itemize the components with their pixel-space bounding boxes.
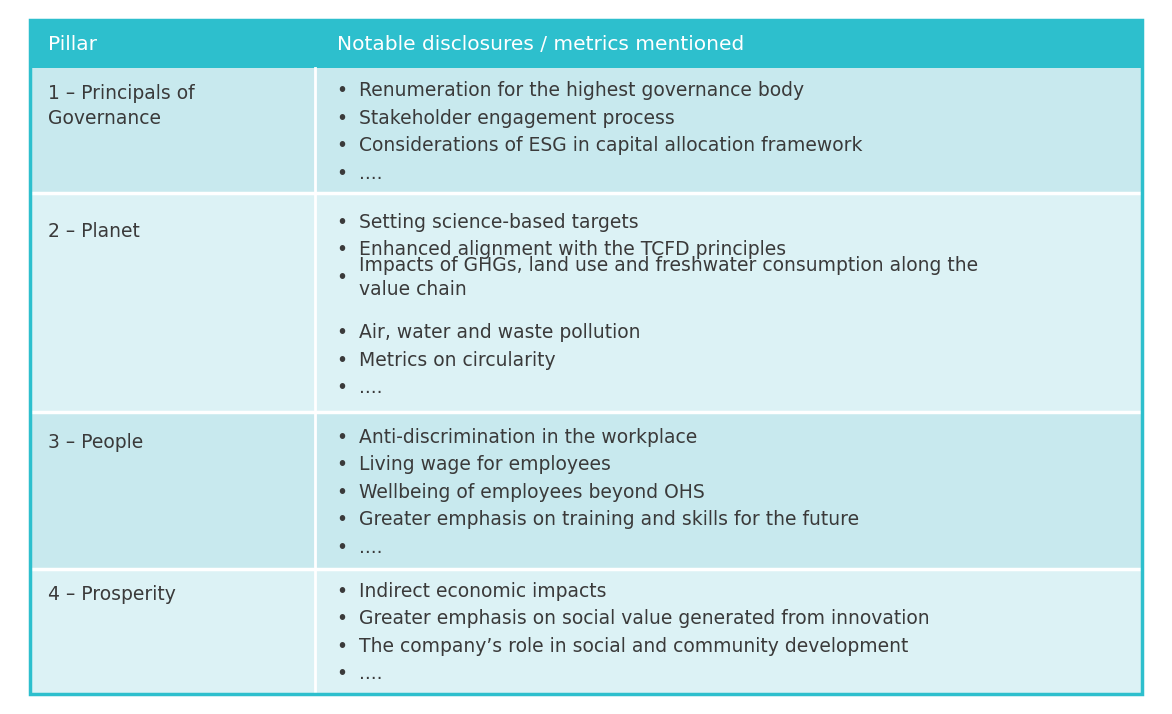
Text: Indirect economic impacts: Indirect economic impacts bbox=[359, 582, 606, 601]
Text: •: • bbox=[336, 483, 348, 502]
Text: Renumeration for the highest governance body: Renumeration for the highest governance … bbox=[359, 81, 804, 100]
Text: The company’s role in social and community development: The company’s role in social and communi… bbox=[359, 637, 908, 656]
Text: •: • bbox=[336, 582, 348, 601]
Text: Stakeholder engagement process: Stakeholder engagement process bbox=[359, 109, 674, 128]
Text: Pillar: Pillar bbox=[48, 34, 97, 54]
Text: •: • bbox=[336, 637, 348, 656]
Text: Enhanced alignment with the TCFD principles: Enhanced alignment with the TCFD princip… bbox=[359, 241, 785, 259]
Text: Notable disclosures / metrics mentioned: Notable disclosures / metrics mentioned bbox=[336, 34, 744, 54]
Text: ....: .... bbox=[359, 164, 382, 183]
Bar bbox=[30, 193, 1142, 412]
Bar bbox=[30, 412, 1142, 569]
Text: •: • bbox=[336, 351, 348, 370]
Text: •: • bbox=[336, 455, 348, 474]
Text: 3 – People: 3 – People bbox=[48, 433, 143, 452]
Text: •: • bbox=[336, 609, 348, 628]
Text: 1 – Principals of
Governance: 1 – Principals of Governance bbox=[48, 84, 195, 129]
Text: Living wage for employees: Living wage for employees bbox=[359, 455, 611, 474]
Text: •: • bbox=[336, 268, 348, 287]
Text: Anti-discrimination in the workplace: Anti-discrimination in the workplace bbox=[359, 428, 697, 446]
Text: ....: .... bbox=[359, 538, 382, 557]
Text: Air, water and waste pollution: Air, water and waste pollution bbox=[359, 323, 640, 342]
Bar bbox=[30, 569, 1142, 694]
Text: 2 – Planet: 2 – Planet bbox=[48, 221, 139, 241]
Bar bbox=[30, 20, 1142, 68]
Text: Considerations of ESG in capital allocation framework: Considerations of ESG in capital allocat… bbox=[359, 136, 863, 155]
Text: Setting science-based targets: Setting science-based targets bbox=[359, 213, 639, 232]
Text: •: • bbox=[336, 109, 348, 128]
Text: •: • bbox=[336, 511, 348, 529]
Text: •: • bbox=[336, 81, 348, 100]
Text: •: • bbox=[336, 213, 348, 232]
Text: •: • bbox=[336, 665, 348, 683]
Text: 4 – Prosperity: 4 – Prosperity bbox=[48, 585, 176, 604]
Text: •: • bbox=[336, 164, 348, 183]
Text: •: • bbox=[336, 241, 348, 259]
Text: Impacts of GHGs, land use and freshwater consumption along the
value chain: Impacts of GHGs, land use and freshwater… bbox=[359, 256, 977, 299]
Text: •: • bbox=[336, 428, 348, 446]
Text: Greater emphasis on training and skills for the future: Greater emphasis on training and skills … bbox=[359, 511, 859, 529]
Bar bbox=[30, 68, 1142, 193]
Text: ....: .... bbox=[359, 665, 382, 683]
Text: •: • bbox=[336, 378, 348, 397]
Text: •: • bbox=[336, 136, 348, 155]
Text: Greater emphasis on social value generated from innovation: Greater emphasis on social value generat… bbox=[359, 609, 929, 628]
Text: Metrics on circularity: Metrics on circularity bbox=[359, 351, 556, 370]
Text: ....: .... bbox=[359, 378, 382, 397]
Text: Wellbeing of employees beyond OHS: Wellbeing of employees beyond OHS bbox=[359, 483, 704, 502]
Text: •: • bbox=[336, 323, 348, 342]
Text: •: • bbox=[336, 538, 348, 557]
